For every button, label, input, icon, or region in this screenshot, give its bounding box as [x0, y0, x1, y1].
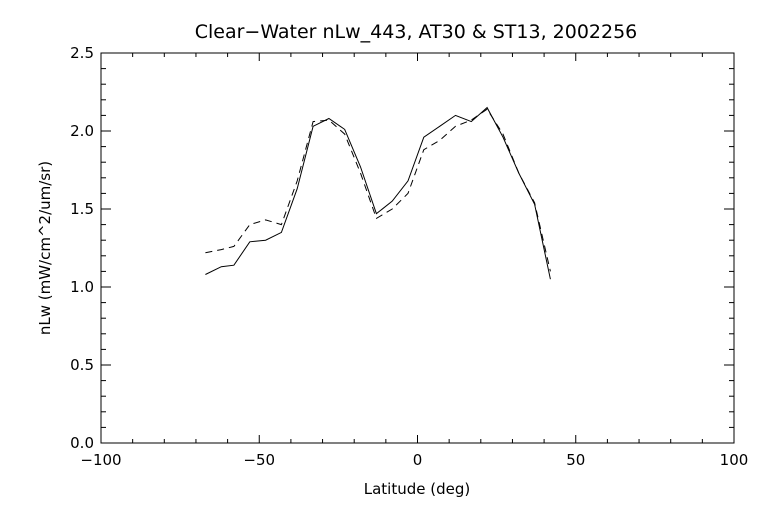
series-line-dashed	[205, 108, 551, 272]
series-line-solid	[205, 106, 551, 280]
x-tick-label: −50	[243, 451, 275, 469]
x-tick-label: −100	[80, 451, 121, 469]
plot-frame	[100, 52, 735, 444]
series-layer	[205, 106, 551, 280]
y-tick-label: 0.0	[70, 434, 94, 452]
y-tick-label: 2.5	[70, 44, 94, 62]
x-axis-title: Latitude (deg)	[364, 480, 470, 498]
y-tick-label: 2.0	[70, 122, 94, 140]
y-tick-label: 1.5	[70, 200, 94, 218]
axis-ticks: −100 −50 0 50 100 0.0 0.5 1.0 1.5 2.0 2.5	[70, 44, 748, 469]
x-tick-label: 0	[413, 451, 423, 469]
y-tick-label: 0.5	[70, 356, 94, 374]
y-tick-label: 1.0	[70, 278, 94, 296]
x-tick-label: 50	[566, 451, 585, 469]
y-axis-title: nLw (mW/cm^2/um/sr)	[36, 161, 54, 335]
chart-title: Clear−Water nLw_443, AT30 & ST13, 200225…	[195, 21, 638, 43]
x-tick-label: 100	[720, 451, 749, 469]
